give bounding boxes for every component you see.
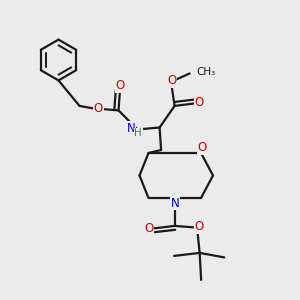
Text: O: O [194, 220, 204, 233]
Text: O: O [94, 102, 103, 115]
Text: O: O [168, 74, 177, 88]
Text: O: O [116, 79, 125, 92]
Text: O: O [194, 96, 203, 109]
Text: O: O [144, 222, 154, 235]
Text: N: N [127, 122, 135, 135]
Text: CH₃: CH₃ [197, 67, 216, 77]
Text: N: N [170, 197, 179, 210]
Text: O: O [198, 141, 207, 154]
Text: H: H [134, 128, 142, 139]
